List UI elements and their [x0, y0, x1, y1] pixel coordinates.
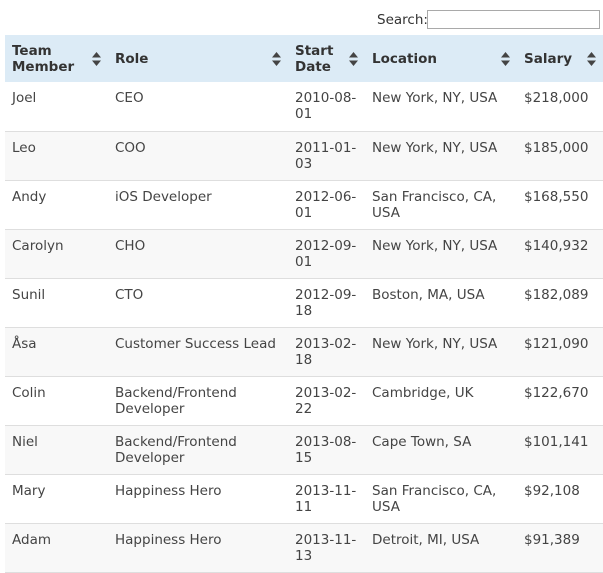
cell-start-date: 2013-11-13 [288, 523, 365, 573]
cell-salary: $185,000 [517, 131, 603, 181]
table-row: Carolyn CHO 2012-09-01 New York, NY, USA… [5, 229, 603, 279]
column-header-label: Role [115, 50, 149, 67]
cell-team-member: Colin [5, 376, 108, 426]
cell-team-member: Åsa [5, 327, 108, 377]
cell-salary: $140,932 [517, 229, 603, 279]
cell-team-member: Adam [5, 523, 108, 573]
search-input[interactable] [427, 10, 600, 29]
table-row: Niel Backend/Frontend Developer 2013-08-… [5, 425, 603, 475]
table-body: Joel CEO 2010-08-01 New York, NY, USA $2… [5, 82, 603, 573]
column-header-team-member[interactable]: Team Member [5, 35, 108, 82]
cell-location: Cape Town, SA [365, 425, 517, 475]
table-row: Sunil CTO 2012-09-18 Boston, MA, USA $18… [5, 278, 603, 328]
column-header-label: Salary [524, 50, 573, 67]
sort-both-icon [501, 51, 510, 66]
cell-role: Backend/Frontend Developer [108, 376, 288, 426]
cell-start-date: 2011-01-03 [288, 131, 365, 181]
cell-start-date: 2013-08-15 [288, 425, 365, 475]
cell-salary: $168,550 [517, 180, 603, 230]
data-table: Team Member Role Start Date Location Sal… [5, 35, 603, 573]
sort-both-icon [349, 51, 358, 66]
header-row: Team Member Role Start Date Location Sal… [5, 35, 603, 82]
cell-location: New York, NY, USA [365, 82, 517, 132]
cell-team-member: Niel [5, 425, 108, 475]
cell-salary: $122,670 [517, 376, 603, 426]
cell-start-date: 2012-09-18 [288, 278, 365, 328]
column-header-role[interactable]: Role [108, 35, 288, 82]
column-header-salary[interactable]: Salary [517, 35, 603, 82]
table-row: Adam Happiness Hero 2013-11-13 Detroit, … [5, 523, 603, 573]
cell-location: New York, NY, USA [365, 327, 517, 377]
cell-role: COO [108, 131, 288, 181]
cell-salary: $218,000 [517, 82, 603, 132]
cell-team-member: Mary [5, 474, 108, 524]
search-label: Search: [377, 12, 428, 28]
cell-team-member: Carolyn [5, 229, 108, 279]
cell-location: New York, NY, USA [365, 229, 517, 279]
cell-start-date: 2012-09-01 [288, 229, 365, 279]
cell-team-member: Joel [5, 82, 108, 132]
cell-location: Detroit, MI, USA [365, 523, 517, 573]
column-header-label: Team Member [12, 42, 75, 75]
cell-team-member: Andy [5, 180, 108, 230]
cell-role: CHO [108, 229, 288, 279]
table-row: Leo COO 2011-01-03 New York, NY, USA $18… [5, 131, 603, 181]
cell-start-date: 2012-06-01 [288, 180, 365, 230]
cell-role: Customer Success Lead [108, 327, 288, 377]
sort-both-icon [92, 51, 101, 66]
cell-salary: $101,141 [517, 425, 603, 475]
column-header-label: Location [372, 50, 437, 67]
cell-role: CTO [108, 278, 288, 328]
cell-team-member: Leo [5, 131, 108, 181]
table-row: Mary Happiness Hero 2013-11-11 San Franc… [5, 474, 603, 524]
cell-role: CEO [108, 82, 288, 132]
sort-both-icon [587, 51, 596, 66]
cell-role: Happiness Hero [108, 523, 288, 573]
cell-location: San Francisco, CA, USA [365, 180, 517, 230]
cell-start-date: 2010-08-01 [288, 82, 365, 132]
cell-salary: $91,389 [517, 523, 603, 573]
cell-location: Boston, MA, USA [365, 278, 517, 328]
cell-salary: $182,089 [517, 278, 603, 328]
cell-role: Happiness Hero [108, 474, 288, 524]
cell-role: iOS Developer [108, 180, 288, 230]
cell-salary: $121,090 [517, 327, 603, 377]
column-header-location[interactable]: Location [365, 35, 517, 82]
cell-salary: $92,108 [517, 474, 603, 524]
cell-start-date: 2013-02-18 [288, 327, 365, 377]
table-row: Colin Backend/Frontend Developer 2013-02… [5, 376, 603, 426]
cell-location: Cambridge, UK [365, 376, 517, 426]
table-header: Team Member Role Start Date Location Sal… [5, 35, 603, 82]
cell-location: New York, NY, USA [365, 131, 517, 181]
cell-role: Backend/Frontend Developer [108, 425, 288, 475]
table-row: Andy iOS Developer 2012-06-01 San Franci… [5, 180, 603, 230]
table-row: Joel CEO 2010-08-01 New York, NY, USA $2… [5, 82, 603, 132]
sort-both-icon [272, 51, 281, 66]
column-header-start-date[interactable]: Start Date [288, 35, 365, 82]
cell-team-member: Sunil [5, 278, 108, 328]
column-header-label: Start Date [295, 42, 334, 75]
cell-start-date: 2013-11-11 [288, 474, 365, 524]
search-bar: Search: [0, 0, 603, 35]
cell-start-date: 2013-02-22 [288, 376, 365, 426]
table-row: Åsa Customer Success Lead 2013-02-18 New… [5, 327, 603, 377]
cell-location: San Francisco, CA, USA [365, 474, 517, 524]
